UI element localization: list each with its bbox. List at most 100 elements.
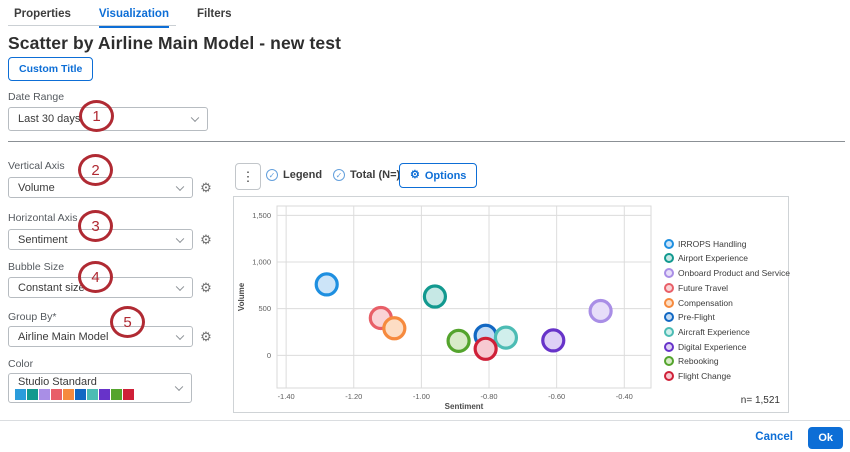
legend-item: Pre-Flight [664, 312, 790, 323]
legend-item-label: Airport Experience [678, 253, 748, 264]
legend-dot-icon [664, 282, 674, 293]
legend-item-label: Digital Experience [678, 341, 747, 352]
chevron-down-icon [190, 113, 200, 123]
legend-toggle[interactable]: ✓ Legend [266, 169, 322, 181]
date-range-label: Date Range [8, 91, 65, 103]
svg-text:-1.00: -1.00 [413, 392, 430, 401]
color-label: Color [8, 358, 34, 370]
y-axis-title: Volume [237, 282, 246, 311]
section-divider [8, 141, 845, 142]
annotation-step-circle-1: 1 [79, 100, 114, 132]
legend-item-label: Flight Change [678, 370, 731, 381]
date-range-value: Last 30 days [18, 113, 81, 125]
palette-swatch-8 [99, 389, 110, 400]
legend-dot-icon [664, 356, 674, 367]
bubble-flight-change[interactable] [473, 336, 498, 361]
palette-swatch-9 [111, 389, 122, 400]
palette-swatch-5 [63, 389, 74, 400]
svg-text:500: 500 [258, 304, 271, 313]
cancel-button[interactable]: Cancel [755, 431, 793, 443]
legend-item-label: IRROPS Handling [678, 238, 747, 249]
vertical-axis-label: Vertical Axis [8, 160, 65, 172]
bubble-size-label: Bubble Size [8, 261, 65, 273]
tab-visualization[interactable]: Visualization [98, 8, 169, 28]
chevron-down-icon [175, 282, 185, 291]
chevron-down-icon [175, 331, 185, 340]
legend-dot-icon [664, 341, 674, 352]
svg-text:1,000: 1,000 [252, 258, 271, 267]
tab-properties[interactable]: Properties [14, 8, 71, 20]
chevron-down-icon [175, 234, 185, 243]
svg-text:-0.60: -0.60 [548, 392, 565, 401]
chevron-down-icon [175, 182, 185, 191]
legend-item: Digital Experience [664, 341, 790, 352]
page-title: Scatter by Airline Main Model - new test [8, 33, 341, 53]
palette-swatch-10 [123, 389, 134, 400]
color-select[interactable]: Studio Standard [8, 373, 192, 403]
gear-icon: ⚙ [410, 169, 420, 181]
total-n-toggle[interactable]: ✓ Total (N=) [333, 169, 400, 181]
legend-dot-icon [664, 326, 674, 337]
palette-swatch-2 [27, 389, 38, 400]
tab-bar: Properties Visualization Filters [14, 8, 232, 28]
svg-text:0: 0 [267, 351, 271, 360]
annotation-step-circle-4: 4 [78, 261, 113, 293]
legend-dot-icon [664, 268, 674, 279]
palette-swatch-6 [75, 389, 86, 400]
palette-swatch-7 [87, 389, 98, 400]
legend-item: IRROPS Handling [664, 238, 790, 249]
annotation-step-circle-5: 5 [110, 306, 145, 338]
legend-item-label: Future Travel [678, 282, 729, 293]
color-palette-swatches [15, 389, 191, 400]
legend-toggle-label: Legend [283, 169, 323, 181]
legend-item: Future Travel [664, 282, 790, 293]
legend-item-label: Pre-Flight [678, 312, 715, 323]
color-value: Studio Standard [18, 376, 97, 388]
tab-filters[interactable]: Filters [196, 8, 232, 20]
scatter-plot: -1.40 -1.20 -1.00 -0.80 -0.60 -0.40 0 500 1,000 1… [237, 205, 652, 411]
bubble-rebooking[interactable] [446, 328, 471, 353]
palette-swatch-4 [51, 389, 62, 400]
custom-title-button[interactable]: Custom Title [8, 57, 94, 81]
legend-dot-icon [664, 238, 674, 249]
bubble-compensation[interactable] [382, 316, 407, 341]
options-button-label: Options [424, 169, 467, 182]
x-axis-title: Sentiment [445, 402, 484, 411]
bubble-digital-experience[interactable] [541, 328, 566, 353]
annotation-step-circle-2: 2 [78, 154, 113, 186]
legend-item: Aircraft Experience [664, 326, 790, 337]
group-by-select[interactable]: Airline Main Model [8, 326, 193, 347]
tab-divider [8, 25, 176, 26]
ok-button[interactable]: Ok [808, 427, 843, 449]
horizontal-axis-label: Horizontal Axis [8, 212, 78, 224]
total-n-toggle-label: Total (N=) [350, 169, 401, 181]
check-circle-icon: ✓ [333, 169, 345, 181]
legend-item: Compensation [664, 297, 790, 308]
options-button[interactable]: ⚙ Options [399, 163, 478, 188]
bubble-size-value: Constant size [18, 281, 85, 294]
legend-dot-icon [664, 370, 674, 381]
group-by-gear-icon[interactable]: ⚙ [200, 329, 212, 344]
scatter-chart-container: -1.40 -1.20 -1.00 -0.80 -0.60 -0.40 0 500 1,000 1… [233, 196, 790, 413]
legend-dot-icon [664, 297, 674, 308]
check-circle-icon: ✓ [266, 169, 278, 181]
legend-item-label: Onboard Product and Service [678, 268, 790, 279]
legend-item: Rebooking [664, 356, 790, 367]
bubble-onboard-product-and-service[interactable] [588, 298, 613, 324]
group-by-label: Group By* [8, 311, 57, 323]
bubble-size-gear-icon[interactable]: ⚙ [200, 280, 212, 295]
vertical-axis-gear-icon[interactable]: ⚙ [200, 180, 212, 195]
legend-item-label: Rebooking [678, 356, 719, 367]
chart-menu-kebab-button[interactable]: ⋮ [235, 163, 261, 190]
bubble-airport-experience[interactable] [422, 284, 448, 309]
bubble-irrops-handling[interactable] [314, 272, 339, 297]
svg-text:-0.40: -0.40 [616, 392, 633, 401]
palette-swatch-1 [15, 389, 26, 400]
vertical-axis-value: Volume [18, 181, 55, 194]
annotation-step-circle-3: 3 [78, 210, 113, 242]
horizontal-axis-gear-icon[interactable]: ⚙ [200, 232, 212, 247]
footer-divider [0, 420, 850, 421]
bubble-aircraft-experience[interactable] [493, 325, 519, 350]
legend-item: Airport Experience [664, 253, 790, 264]
